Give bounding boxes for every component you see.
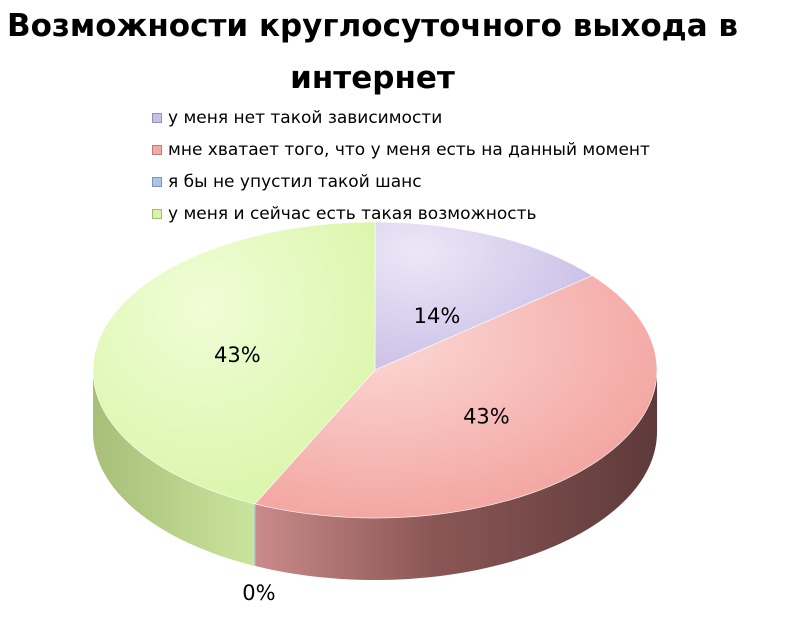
- pie-side: [93, 370, 255, 566]
- legend-item: я бы не упустил такой шанс: [152, 166, 650, 198]
- pie-slice: [92, 221, 376, 505]
- chart-title-line-1: Возможности круглосуточного выхода в: [6, 8, 739, 44]
- data-label: 0%: [242, 581, 275, 605]
- legend-swatch: [152, 177, 162, 187]
- legend-item: у меня и сейчас есть такая возможность: [152, 198, 650, 230]
- pie-slice: [374, 221, 593, 371]
- data-label: 43%: [214, 343, 261, 367]
- legend-swatch: [152, 113, 162, 123]
- chart-title: Возможности круглосуточного выхода в инт…: [0, 0, 745, 104]
- data-labels: 14% 43% 0% 43%: [214, 304, 510, 605]
- legend-label: у меня и сейчас есть такая возможность: [168, 204, 537, 224]
- data-label: 43%: [463, 404, 510, 428]
- legend-label: у меня нет такой зависимости: [168, 108, 443, 128]
- legend-label: мне хватает того, что у меня есть на дан…: [168, 140, 650, 160]
- pie-sides: [93, 370, 657, 580]
- pie-slice: [254, 275, 658, 519]
- chart-title-line-2: интернет: [290, 60, 455, 96]
- data-label: 14%: [414, 304, 461, 328]
- legend: у меня нет такой зависимости мне хватает…: [152, 102, 650, 230]
- legend-swatch: [152, 145, 162, 155]
- legend-swatch: [152, 209, 162, 219]
- legend-item: у меня нет такой зависимости: [152, 102, 650, 134]
- pie-side: [254, 370, 657, 580]
- legend-item: мне хватает того, что у меня есть на дан…: [152, 134, 650, 166]
- pie-slices: [92, 221, 658, 566]
- legend-label: я бы не упустил такой шанс: [168, 172, 422, 192]
